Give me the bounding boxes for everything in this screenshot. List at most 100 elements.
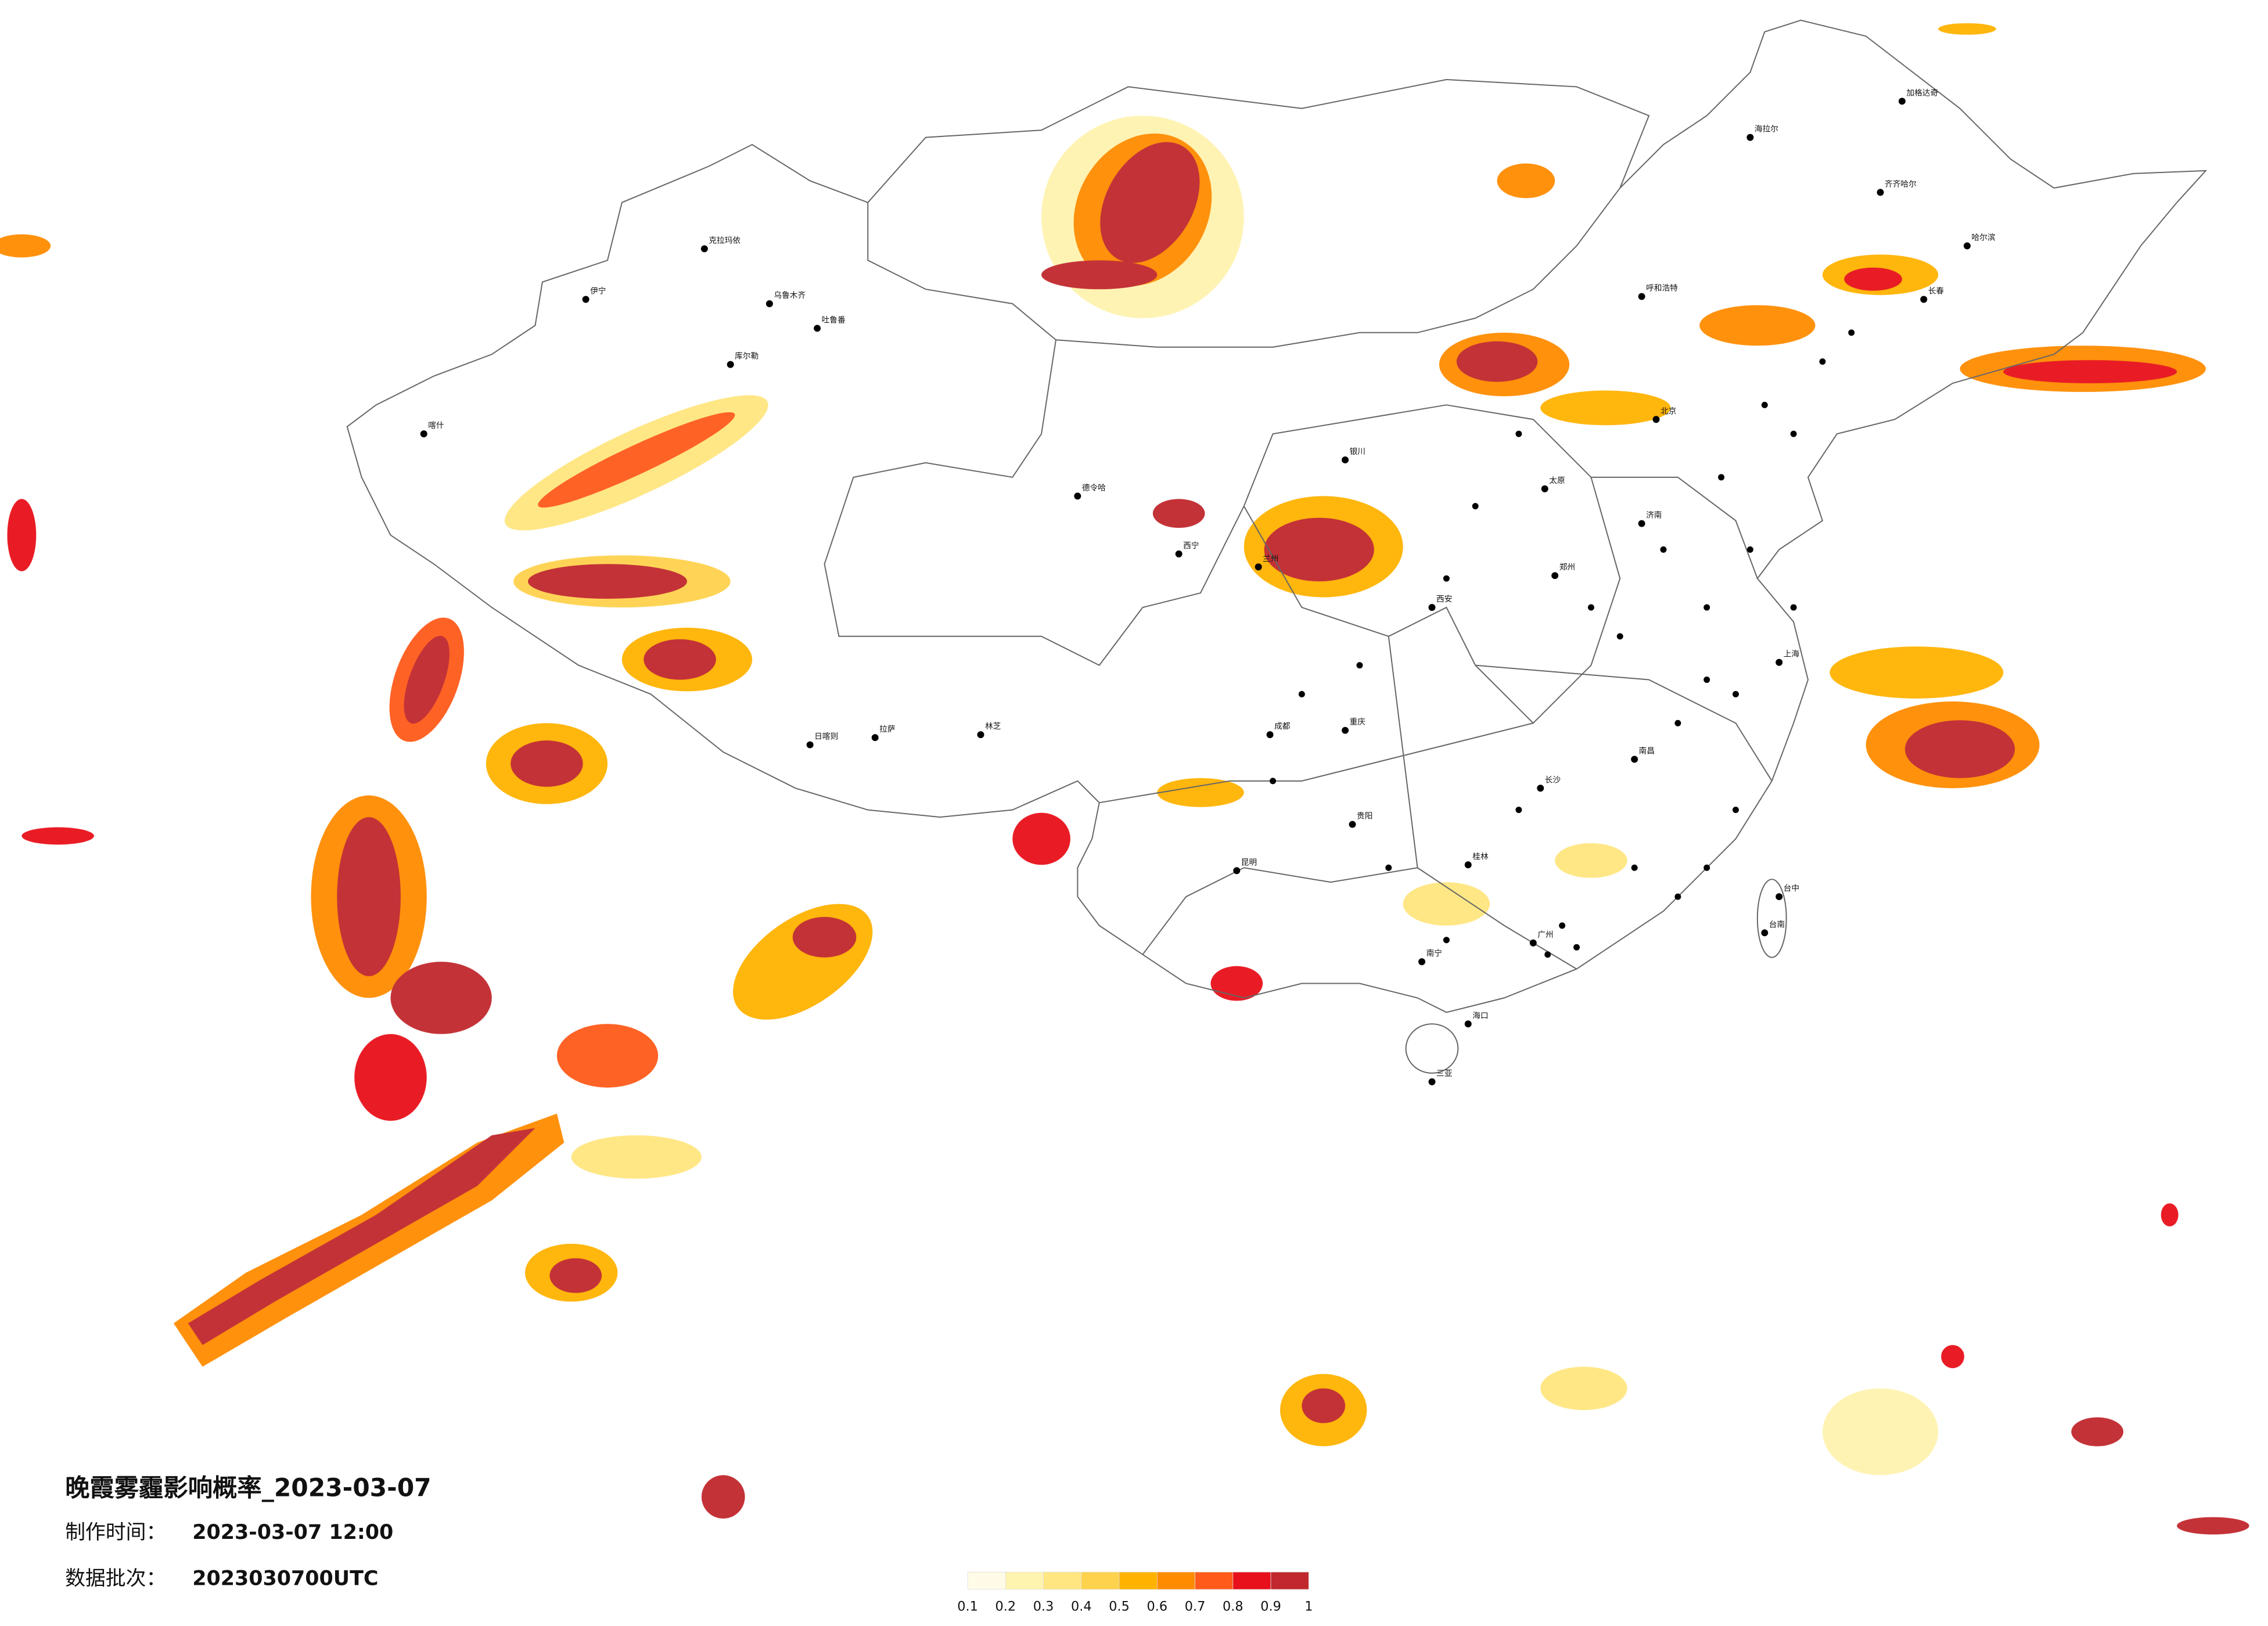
red-area [21, 827, 94, 845]
red-area [644, 639, 716, 680]
legend-tick-label: 0.6 [1147, 1599, 1168, 1614]
legend-tick-label: 0.1 [957, 1599, 978, 1614]
city-dot [1266, 731, 1274, 739]
red-area [528, 564, 687, 599]
city-dot [1920, 296, 1928, 303]
orange-area [1540, 390, 1671, 426]
city-dot [1775, 893, 1783, 901]
city-label: 贵阳 [1357, 812, 1372, 821]
red-area [188, 1128, 535, 1346]
orange-area [1157, 778, 1244, 807]
legend-swatch [1270, 1571, 1309, 1590]
city-dot [1255, 563, 1262, 571]
city-dot [1342, 456, 1349, 463]
city-label: 西宁 [1183, 541, 1199, 551]
neighbor-border [867, 78, 1650, 203]
red-area [1210, 966, 1263, 1001]
city-label: 伊宁 [590, 286, 606, 296]
city-label: 南昌 [1639, 747, 1655, 756]
red-area [1264, 517, 1374, 582]
red-area [1100, 142, 1200, 263]
city-dot [1898, 98, 1906, 105]
orange-area [538, 412, 735, 508]
red-area [1456, 341, 1538, 382]
city-label: 哈尔滨 [1971, 233, 1995, 242]
legend-swatch [1005, 1571, 1044, 1590]
city-label: 郑州 [1559, 563, 1575, 572]
city-dot [1074, 492, 1081, 500]
legend-tick-label: 0.3 [1033, 1599, 1054, 1614]
legend-swatch [1043, 1571, 1082, 1590]
orange-area [1938, 23, 1996, 35]
legend-swatch [1195, 1571, 1234, 1590]
pale-area [1403, 882, 1490, 926]
station-dot [1443, 575, 1450, 582]
legend-swatch [967, 1571, 1006, 1590]
legend-tick-label: 0.5 [1109, 1599, 1130, 1614]
city-dot [1877, 189, 1884, 196]
legend-swatch [1232, 1571, 1271, 1590]
city-label: 齐齐哈尔 [1885, 179, 1917, 189]
legend-tick-label: 0.4 [1071, 1599, 1092, 1614]
pale-area [571, 1135, 702, 1179]
borders [346, 19, 2208, 1074]
city-label: 库尔勒 [735, 352, 759, 361]
station-dot [1356, 662, 1363, 669]
station-dot [1703, 677, 1710, 683]
station-dot [1631, 864, 1638, 871]
legend-tick-label: 0.9 [1260, 1599, 1281, 1614]
probability-field [0, 23, 2249, 1535]
red-area [2071, 1417, 2123, 1447]
city-dot [700, 245, 708, 253]
city-dot [1342, 726, 1349, 734]
city-label: 喀什 [428, 421, 444, 430]
station-dot [1544, 951, 1551, 958]
city-label: 重庆 [1350, 718, 1366, 727]
city-label: 广州 [1537, 930, 1553, 940]
station-dot [1674, 720, 1681, 726]
station-dot [1733, 807, 1739, 814]
station-dot [1703, 864, 1710, 871]
station-dot [1616, 633, 1623, 640]
station-dot [1559, 922, 1566, 929]
red-area [1844, 267, 1902, 291]
red-area [1941, 1345, 1965, 1368]
red-area [2161, 1203, 2179, 1226]
city-label: 三亚 [1436, 1069, 1453, 1078]
station-dot [1761, 401, 1768, 408]
city-dot [977, 731, 984, 739]
taiwan-border [1756, 879, 1787, 958]
station-dot [1819, 358, 1826, 365]
red-area [1302, 1388, 1346, 1423]
city-dot [806, 741, 814, 749]
orange-area [1497, 163, 1555, 199]
station-dot [1660, 546, 1667, 553]
station-dot [1443, 937, 1450, 944]
red-area [1904, 720, 2015, 778]
city-dot [1775, 659, 1783, 666]
orange-area [0, 234, 51, 258]
red-area [549, 1258, 602, 1293]
red-area [390, 962, 492, 1034]
city-label: 长沙 [1545, 775, 1561, 785]
city-dot [1638, 520, 1645, 527]
legend-swatch [1156, 1571, 1195, 1590]
city-label: 台中 [1784, 884, 1799, 893]
city-dot [1631, 756, 1638, 763]
city-label: 德令哈 [1082, 483, 1106, 492]
city-label: 昆明 [1241, 858, 1257, 867]
station-dot [1587, 604, 1594, 611]
info-value: 2023030700UTC [192, 1567, 378, 1591]
city-label: 海拉尔 [1755, 125, 1778, 134]
station-dot [1298, 690, 1305, 697]
city-dot [814, 325, 821, 332]
city-label: 南宁 [1426, 948, 1442, 958]
station-dot [1790, 604, 1797, 611]
city-label: 北京 [1660, 406, 1676, 416]
orange-area [1699, 305, 1816, 346]
city-dot [420, 430, 427, 438]
city-label: 长春 [1928, 287, 1944, 296]
